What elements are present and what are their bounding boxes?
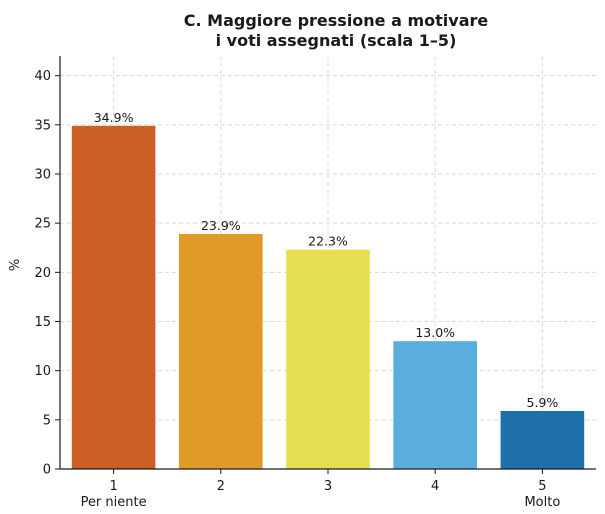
- x-tick-label-2: 2: [217, 479, 225, 494]
- x-tick-label-4: 4: [431, 479, 439, 494]
- x-tick-label-1: 1: [109, 479, 117, 494]
- x-tick-label-5: 5: [538, 479, 546, 494]
- y-tick-label: 15: [34, 315, 51, 330]
- x-tick-label-3: 3: [324, 479, 332, 494]
- y-tick-label: 25: [34, 217, 51, 232]
- bars: [71, 125, 585, 470]
- value-label-1: 34.9%: [94, 110, 134, 125]
- x-tick-sublabel-5: Molto: [524, 495, 560, 510]
- bar-2: [178, 233, 263, 469]
- axes: [55, 56, 596, 474]
- y-tick-label: 0: [43, 463, 51, 478]
- value-label-4: 13.0%: [415, 325, 455, 340]
- y-tick-label: 40: [34, 69, 51, 84]
- chart-title-line-1: C. Maggiore pressione a motivare: [184, 11, 489, 30]
- y-tick-label: 20: [34, 266, 51, 281]
- bar-5: [500, 410, 585, 469]
- y-tick-label: 30: [34, 168, 51, 183]
- y-tick-label: 35: [34, 118, 51, 133]
- value-label-5: 5.9%: [527, 395, 559, 410]
- bar-4: [393, 341, 478, 469]
- value-label-3: 22.3%: [308, 234, 348, 249]
- y-tick-label: 10: [34, 364, 51, 379]
- bar-3: [286, 249, 370, 469]
- y-axis-label: %: [8, 259, 23, 271]
- bar-1: [71, 125, 156, 470]
- value-label-2: 23.9%: [201, 218, 241, 233]
- x-tick-sublabel-1: Per niente: [81, 495, 147, 510]
- y-tick-label: 5: [43, 413, 51, 428]
- chart-title-line-2: i voti assegnati (scala 1–5): [216, 31, 457, 50]
